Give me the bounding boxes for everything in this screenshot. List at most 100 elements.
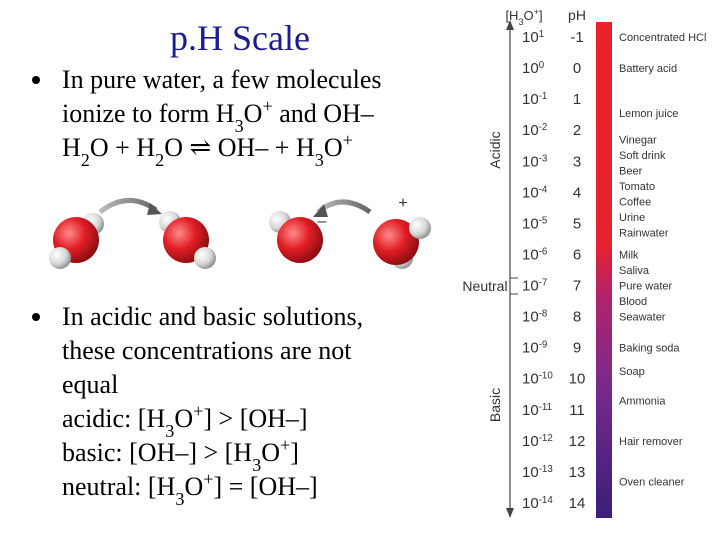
concentration-label: 10-8 [522, 308, 547, 326]
exponent: -3 [539, 153, 548, 164]
concentration-label: 10-12 [522, 432, 553, 450]
example-label: Baking soda [619, 343, 680, 355]
base: 10 [522, 402, 539, 419]
subscript: 2 [155, 150, 164, 170]
exponent: -9 [539, 339, 548, 350]
ph-color-bar [596, 22, 612, 518]
bullet [32, 76, 40, 84]
base: 10 [522, 122, 539, 139]
neutral-label: Neutral [462, 278, 507, 294]
concentration-label: 10-13 [522, 463, 553, 481]
example-label: Ammonia [619, 395, 666, 407]
example-label: Blood [619, 296, 647, 308]
text-run: O [174, 404, 193, 433]
base: 10 [522, 433, 539, 450]
concentration-label: 10-6 [522, 246, 547, 264]
ph-value: 1 [573, 91, 581, 108]
concentration-label: 10-1 [522, 91, 547, 109]
ph-value: 9 [573, 340, 581, 357]
base: 10 [522, 278, 539, 295]
charge-minus: – [318, 213, 327, 230]
exponent: -1 [539, 91, 548, 102]
bullet-line: In pure water, a few molecules [62, 65, 381, 94]
text-run: In acidic and basic solutions, [62, 302, 363, 331]
concentration-label: 10-11 [522, 401, 552, 419]
example-label: Battery acid [619, 63, 677, 75]
example-label: Oven cleaner [619, 476, 685, 488]
base: 10 [522, 246, 539, 263]
exponent: -5 [539, 215, 548, 226]
example-label: Saliva [619, 265, 650, 277]
base: 10 [522, 309, 539, 326]
subscript: 3 [518, 17, 523, 27]
bullet-line: acidic: [H3O+] > [OH–] [62, 401, 308, 441]
ph-value: 7 [573, 278, 581, 295]
ph-value: 11 [569, 402, 585, 419]
concentration-label: 10-7 [522, 277, 547, 295]
ph-value: 2 [573, 122, 581, 139]
slide-title: p.H Scale [170, 18, 310, 58]
example-label: Rainwater [619, 228, 669, 240]
text-run: neutral: [H [62, 472, 176, 501]
concentration-label: 10-4 [522, 184, 548, 202]
example-label: Lemon juice [619, 108, 678, 120]
acidic-label: Acidic [487, 131, 503, 168]
ph-value: 8 [573, 309, 581, 326]
ph-value: 5 [573, 215, 581, 232]
concentration-label: 10-14 [522, 495, 553, 513]
concentration-header: [H3O+] [505, 7, 542, 27]
subscript: 3 [165, 421, 174, 441]
exponent: -8 [539, 308, 548, 319]
bullet-line: ionize to form H3O+ and OH– [62, 96, 375, 136]
text-run: O + H [90, 133, 155, 162]
base: 10 [522, 464, 539, 481]
exponent: -11 [539, 401, 552, 412]
concentration-label: 100 [522, 60, 545, 78]
ph-value: 13 [569, 464, 586, 481]
subscript: 3 [175, 489, 184, 509]
bullet-line: In acidic and basic solutions, [62, 302, 363, 331]
text-run: ionize to form H [62, 99, 235, 128]
text-run: In pure water, a few molecules [62, 65, 381, 94]
example-label: Concentrated HCl [619, 32, 706, 44]
bullet-line: neutral: [H3O+] = [OH–] [62, 469, 318, 509]
exponent: 1 [539, 29, 544, 40]
concentration-label: 10-3 [522, 153, 547, 171]
example-label: Milk [619, 249, 639, 261]
bullet-line: these concentrations are not [62, 336, 352, 365]
text-run: ] > [OH–] [203, 404, 307, 433]
exponent: -7 [539, 277, 548, 288]
text-run: ] [290, 438, 299, 467]
ph-value: 4 [573, 184, 581, 201]
ph-value: 0 [573, 60, 581, 77]
text-run: O [244, 99, 263, 128]
bullet-line: basic: [OH–] > [H3O+] [62, 435, 299, 475]
concentration-label: 101 [522, 29, 544, 47]
supscript: + [262, 96, 272, 116]
supscript: + [280, 435, 290, 455]
text-run: O [524, 8, 534, 23]
supscript: + [193, 401, 203, 421]
text-run: these concentrations are not [62, 336, 352, 365]
exponent: -13 [539, 463, 553, 474]
supscript: + [203, 469, 213, 489]
subscript: 3 [252, 455, 261, 475]
text-run: ] [539, 8, 543, 23]
example-label: Coffee [619, 197, 651, 209]
exponent: 0 [539, 60, 545, 71]
example-label: Beer [619, 166, 643, 178]
text-run: O [184, 472, 203, 501]
text-run: ] = [OH–] [213, 472, 317, 501]
example-label: Vinegar [619, 135, 657, 147]
base: 10 [522, 91, 539, 108]
exponent: -10 [539, 370, 554, 381]
concentration-label: 10-2 [522, 122, 547, 140]
ph-value: 3 [573, 153, 581, 170]
example-label: Seawater [619, 312, 666, 324]
concentration-label: 10-9 [522, 339, 547, 357]
concentration-label: 10-10 [522, 370, 553, 388]
exponent: -12 [539, 432, 553, 443]
example-label: Tomato [619, 181, 655, 193]
base: 10 [522, 153, 539, 170]
subscript: 2 [81, 150, 90, 170]
